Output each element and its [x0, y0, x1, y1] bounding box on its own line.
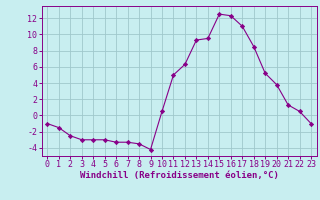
X-axis label: Windchill (Refroidissement éolien,°C): Windchill (Refroidissement éolien,°C) — [80, 171, 279, 180]
